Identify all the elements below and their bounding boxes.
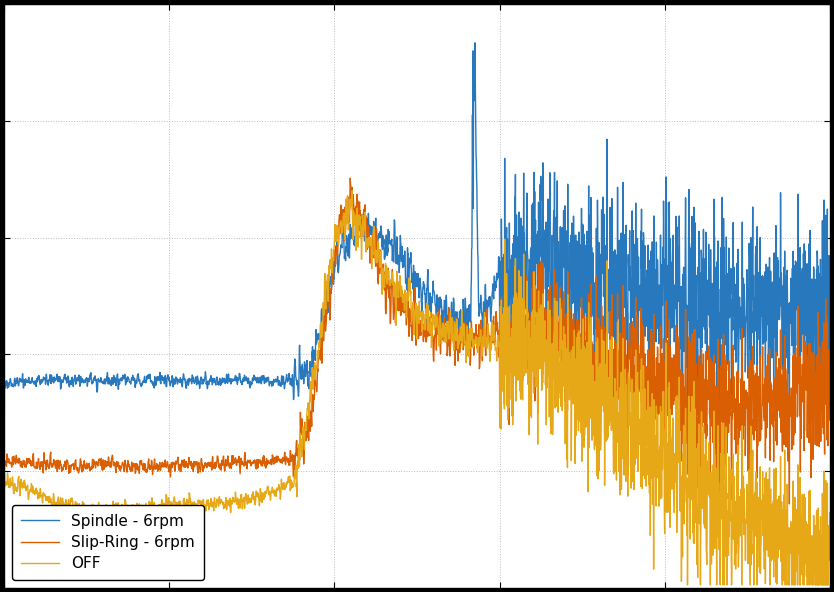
Slip-Ring - 6rpm [784, 500, 794, 507]
Line: OFF: OFF [4, 191, 830, 585]
Spindle - 6rpm [352, 214, 362, 221]
OFF [316, 321, 326, 329]
Slip-Ring - 6rpm [352, 191, 362, 198]
OFF [825, 509, 834, 516]
Spindle - 6rpm [93, 375, 103, 382]
OFF [809, 561, 819, 568]
Slip-Ring - 6rpm [720, 407, 730, 414]
Line: Slip-Ring - 6rpm: Slip-Ring - 6rpm [4, 178, 830, 504]
OFF [352, 215, 362, 222]
Spindle - 6rpm [143, 374, 153, 381]
OFF [93, 507, 103, 514]
Spindle - 6rpm [316, 327, 326, 334]
Slip-Ring - 6rpm [345, 175, 355, 182]
OFF [682, 581, 692, 588]
OFF [143, 505, 153, 512]
Spindle - 6rpm [470, 39, 480, 46]
Slip-Ring - 6rpm [316, 341, 326, 348]
Slip-Ring - 6rpm [93, 459, 103, 466]
Spindle - 6rpm [720, 327, 730, 334]
OFF [721, 481, 731, 488]
Legend: Spindle - 6rpm, Slip-Ring - 6rpm, OFF: Spindle - 6rpm, Slip-Ring - 6rpm, OFF [12, 504, 204, 580]
Spindle - 6rpm [0, 446, 9, 453]
Slip-Ring - 6rpm [825, 417, 834, 424]
OFF [0, 507, 9, 514]
Slip-Ring - 6rpm [809, 390, 819, 397]
Spindle - 6rpm [809, 266, 819, 274]
Slip-Ring - 6rpm [0, 500, 9, 507]
Slip-Ring - 6rpm [143, 467, 153, 474]
OFF [347, 187, 357, 194]
Spindle - 6rpm [825, 356, 834, 363]
Line: Spindle - 6rpm: Spindle - 6rpm [4, 43, 830, 450]
